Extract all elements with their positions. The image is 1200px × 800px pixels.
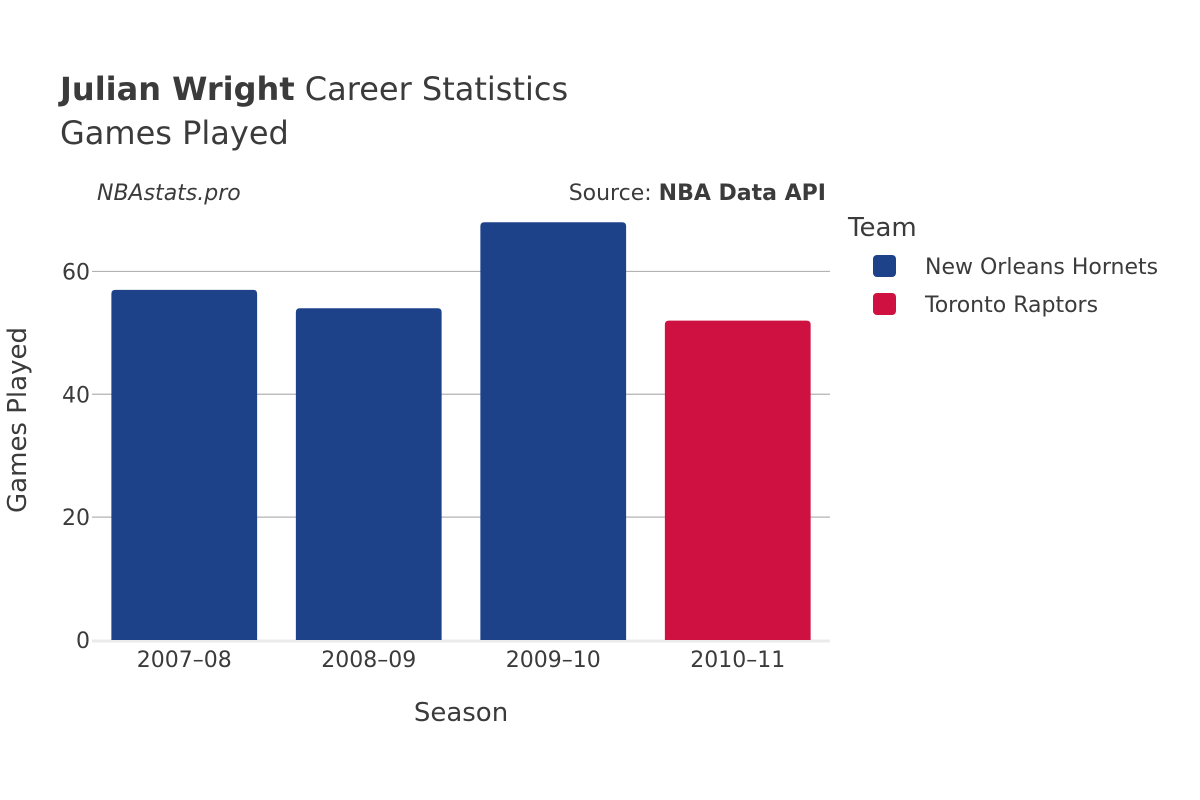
legend-label: Toronto Raptors — [924, 293, 1098, 318]
legend-swatch — [873, 293, 896, 315]
source-prefix: Source: — [569, 181, 659, 206]
legend: New Orleans Hornets Toronto Raptors — [873, 255, 1158, 318]
x-tick-label: 2009–10 — [506, 648, 601, 673]
y-tick-labels: 0 20 40 60 — [62, 260, 90, 654]
y-tick-label: 40 — [62, 383, 90, 408]
x-tick-labels: 2007–08 2008–09 2009–10 2010–11 — [137, 648, 785, 673]
bar-2007–08 — [111, 289, 258, 640]
watermark: NBAstats.pro — [97, 181, 241, 206]
legend-swatch — [873, 255, 896, 277]
chart-title: Julian Wright Career Statistics — [58, 70, 568, 108]
x-tick-label: 2007–08 — [137, 648, 232, 673]
y-tick-label: 0 — [76, 629, 90, 654]
chart-subtitle: Games Played — [60, 114, 289, 152]
source-name: NBA Data API — [659, 181, 826, 206]
x-axis-label: Season — [414, 698, 508, 728]
bar-2010–11 — [664, 320, 811, 640]
title-rest: Career Statistics — [295, 70, 569, 108]
y-axis-label: Games Played — [3, 327, 33, 513]
legend-title: Team — [847, 213, 917, 243]
legend-label: New Orleans Hornets — [925, 255, 1158, 280]
bar-2009–10 — [480, 222, 627, 641]
y-tick-label: 20 — [62, 506, 90, 531]
title-player-name: Julian Wright — [58, 70, 295, 108]
source-label: Source: NBA Data API — [569, 181, 826, 206]
y-tick-label: 60 — [62, 260, 90, 285]
x-tick-label: 2008–09 — [321, 648, 416, 673]
x-tick-label: 2010–11 — [690, 648, 785, 673]
bar-2008–09 — [295, 308, 442, 640]
bars — [111, 222, 811, 641]
